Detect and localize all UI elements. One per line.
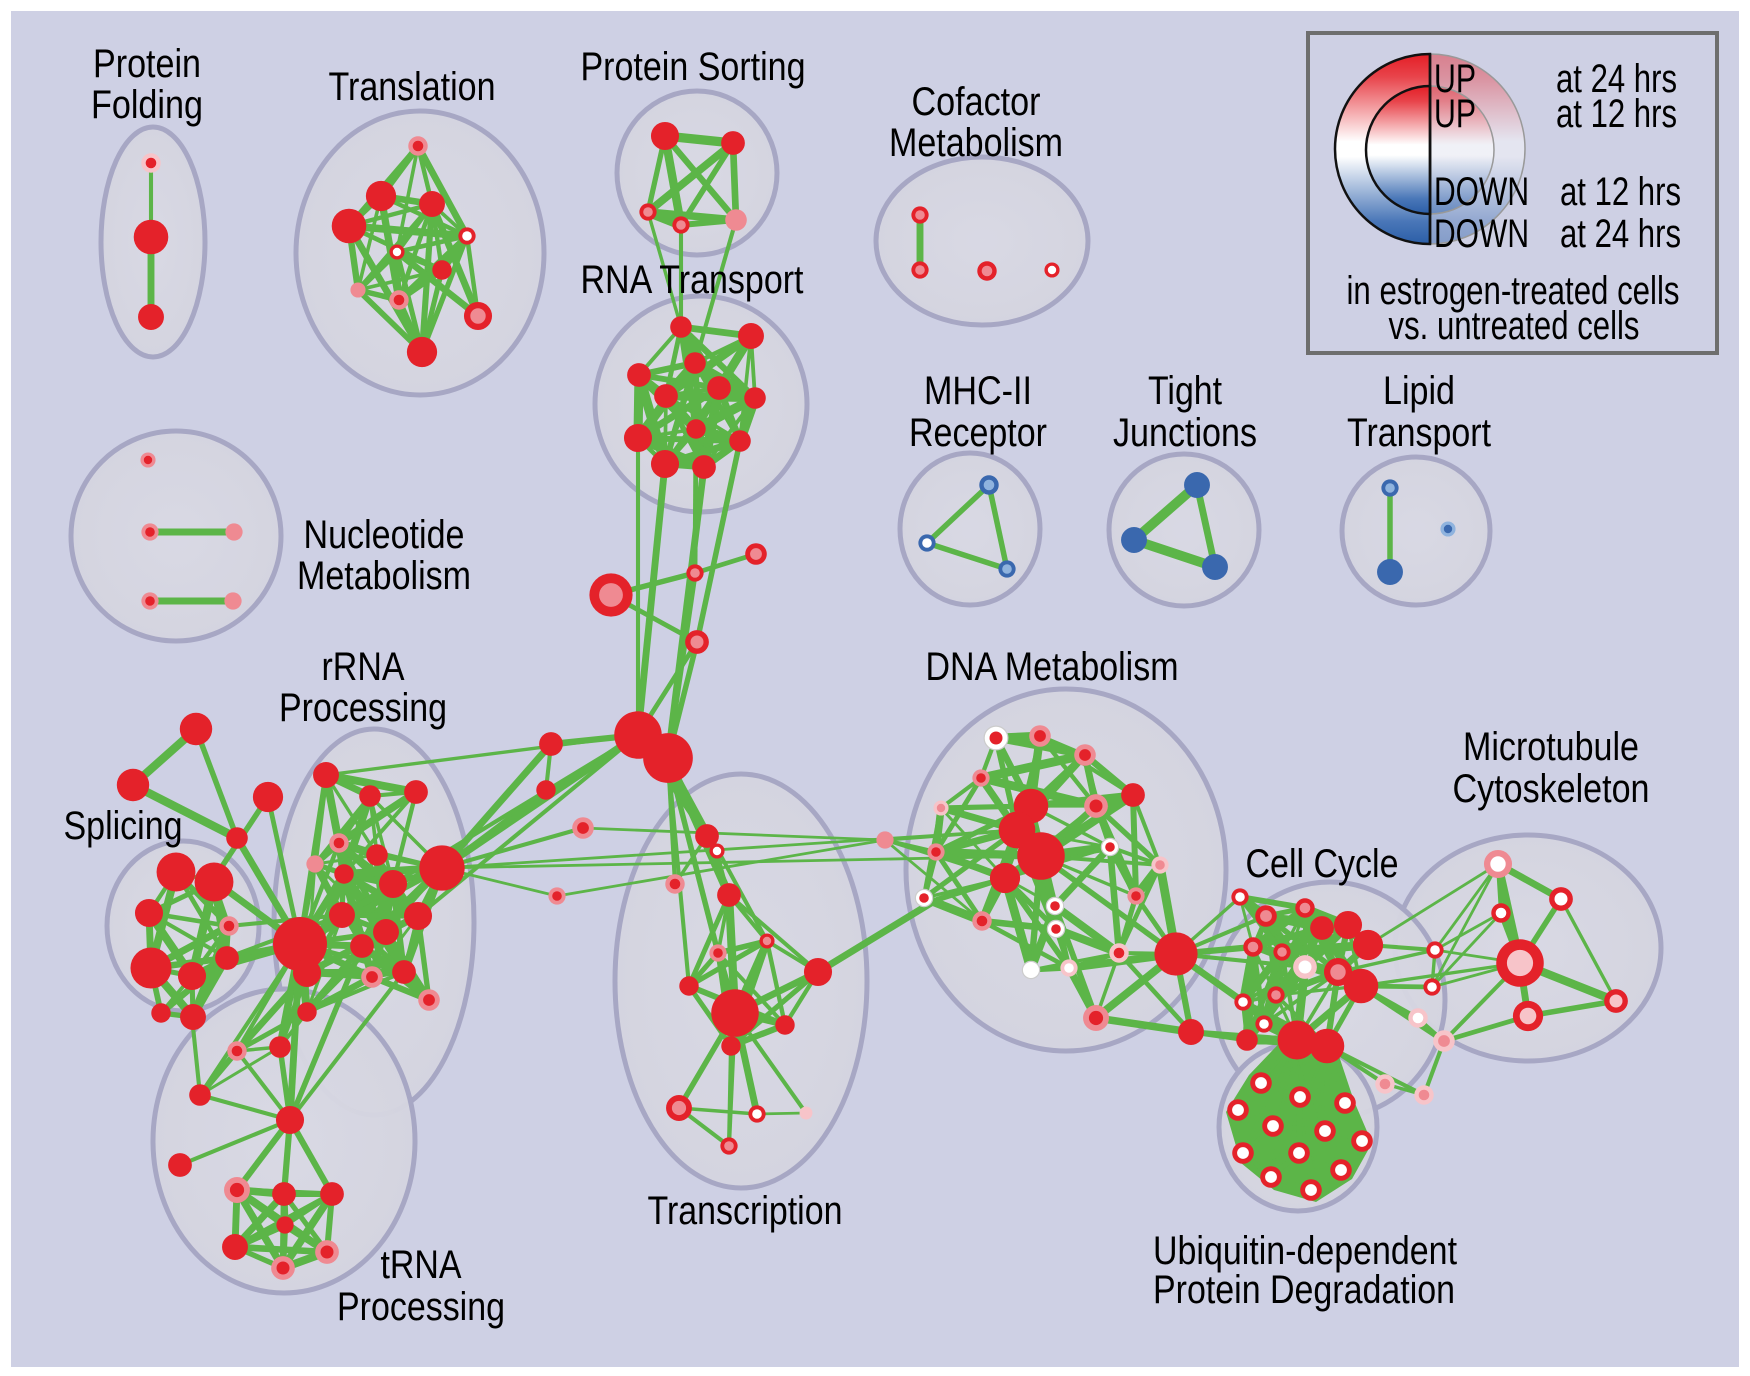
svg-text:Protein Degradation: Protein Degradation: [1153, 1268, 1455, 1312]
svg-text:Cell Cycle: Cell Cycle: [1246, 842, 1399, 886]
svg-text:Ubiquitin-dependent: Ubiquitin-dependent: [1153, 1229, 1457, 1273]
svg-text:Lipid: Lipid: [1383, 369, 1455, 413]
svg-text:RNA Transport: RNA Transport: [581, 258, 804, 302]
svg-text:Transport: Transport: [1347, 411, 1491, 455]
svg-text:DNA Metabolism: DNA Metabolism: [926, 645, 1179, 689]
svg-text:Tight: Tight: [1148, 369, 1222, 413]
svg-text:Cytoskeleton: Cytoskeleton: [1453, 767, 1650, 811]
svg-text:Processing: Processing: [337, 1285, 505, 1329]
svg-text:rRNA: rRNA: [322, 645, 405, 689]
svg-text:Splicing: Splicing: [64, 804, 183, 848]
svg-text:DOWN: DOWN: [1434, 212, 1529, 256]
svg-text:UP: UP: [1434, 92, 1476, 136]
svg-text:at 12 hrs: at 12 hrs: [1560, 170, 1681, 214]
svg-text:Folding: Folding: [91, 83, 203, 127]
svg-text:Nucleotide: Nucleotide: [304, 513, 465, 557]
svg-text:Cofactor: Cofactor: [912, 80, 1041, 124]
svg-text:Protein: Protein: [93, 42, 201, 86]
svg-text:at 24 hrs: at 24 hrs: [1560, 212, 1681, 256]
svg-text:tRNA: tRNA: [381, 1243, 462, 1287]
svg-text:UP: UP: [1434, 57, 1476, 101]
svg-text:Metabolism: Metabolism: [297, 554, 471, 598]
svg-text:DOWN: DOWN: [1434, 170, 1529, 214]
svg-text:Protein Sorting: Protein Sorting: [581, 45, 806, 89]
svg-text:Processing: Processing: [279, 686, 447, 730]
svg-text:Transcription: Transcription: [648, 1189, 843, 1233]
svg-text:Metabolism: Metabolism: [889, 121, 1063, 165]
svg-text:Microtubule: Microtubule: [1463, 725, 1639, 769]
svg-text:MHC-II: MHC-II: [924, 369, 1032, 413]
svg-text:at 12 hrs: at 12 hrs: [1556, 92, 1677, 136]
svg-text:Junctions: Junctions: [1113, 411, 1257, 455]
svg-text:Translation: Translation: [329, 65, 496, 109]
svg-text:Receptor: Receptor: [909, 411, 1047, 455]
svg-text:at 24 hrs: at 24 hrs: [1556, 57, 1677, 101]
svg-text:vs. untreated cells: vs. untreated cells: [1389, 304, 1640, 348]
svg-text:in estrogen-treated cells: in estrogen-treated cells: [1347, 269, 1680, 313]
